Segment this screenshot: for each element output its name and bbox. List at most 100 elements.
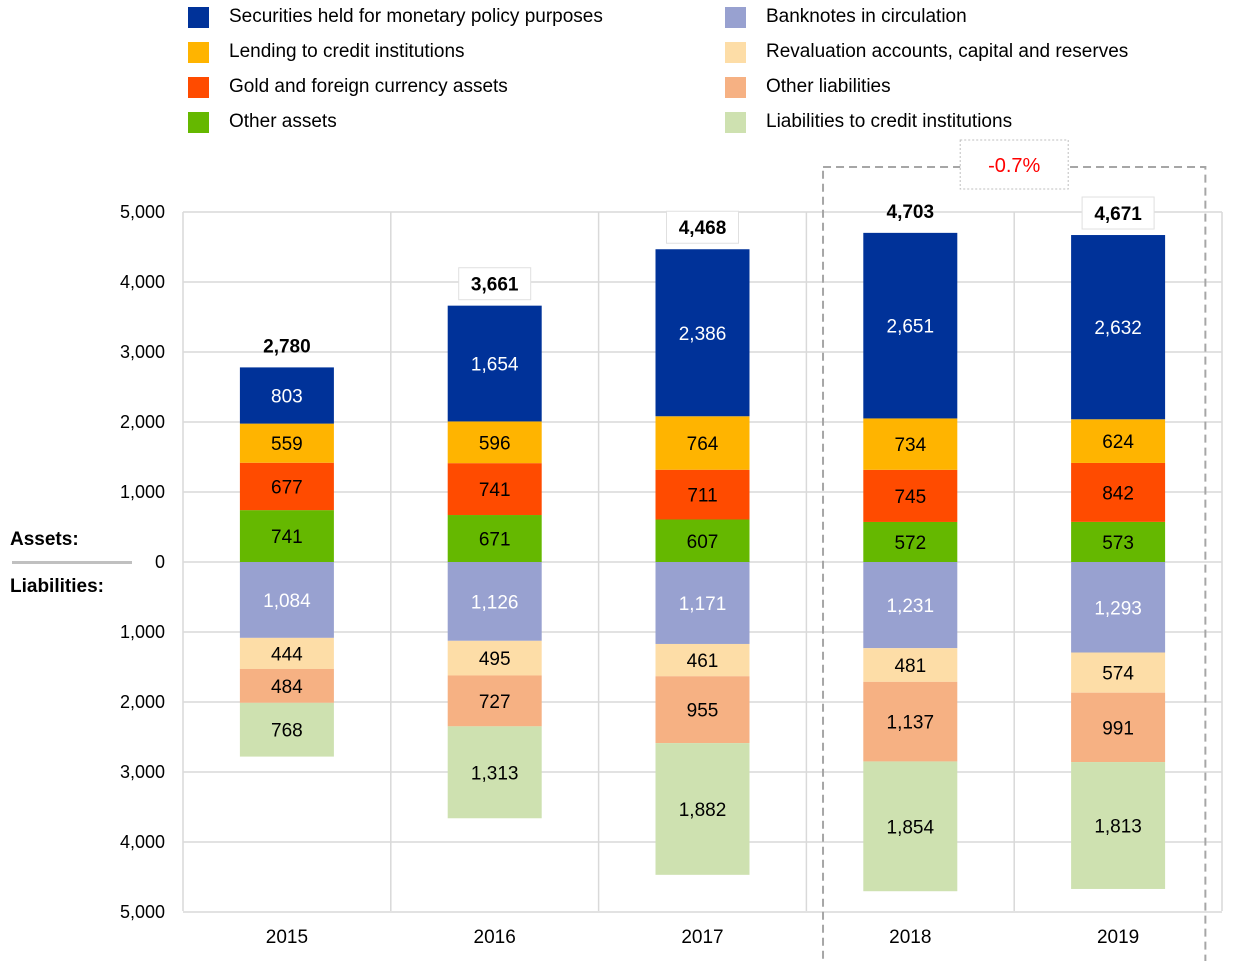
data-label: 764 <box>687 434 719 455</box>
data-label: 444 <box>271 644 303 665</box>
data-label: 624 <box>1102 432 1134 453</box>
total-label-box <box>1081 196 1155 230</box>
x-tick-label: 2019 <box>1097 927 1139 948</box>
legend-swatch <box>725 76 746 98</box>
bar-segment <box>447 515 542 562</box>
bar-segment <box>239 367 334 424</box>
data-label: 559 <box>271 434 303 455</box>
bar-segment <box>447 562 542 641</box>
data-label: 461 <box>687 651 719 672</box>
data-label: 574 <box>1102 664 1134 685</box>
legend-label: Liabilities to credit institutions <box>766 111 1013 132</box>
legend-item: Banknotes in circulation <box>725 6 967 28</box>
total-label: 2,780 <box>263 336 311 357</box>
legend-label: Banknotes in circulation <box>766 6 967 27</box>
y-tick-label: 0 <box>155 552 165 572</box>
data-label: 573 <box>1102 533 1134 554</box>
y-tick-label: 1,000 <box>120 482 165 502</box>
data-label: 1,293 <box>1094 598 1142 619</box>
bar-segment <box>863 681 958 762</box>
legend-label: Other assets <box>229 111 337 132</box>
total-label: 3,661 <box>471 275 519 296</box>
data-label: 991 <box>1102 718 1134 739</box>
bar-segment <box>447 305 542 422</box>
annotation-box <box>959 139 1069 190</box>
bar-segment <box>447 726 542 819</box>
legend-label: Revaluation accounts, capital and reserv… <box>766 41 1129 62</box>
legend-label: Other liabilities <box>766 76 891 97</box>
y-tick-label: 2,000 <box>120 692 165 712</box>
bar-segment <box>1071 521 1166 562</box>
data-label: 1,854 <box>887 817 935 838</box>
legend-swatch <box>725 6 746 28</box>
legend-swatch <box>188 111 209 133</box>
y-tick-label: 5,000 <box>120 902 165 922</box>
bar-segment <box>1071 462 1166 522</box>
bar-segment <box>239 562 334 638</box>
bar-segment <box>239 637 334 669</box>
bar-segment <box>239 510 334 562</box>
data-label: 1,084 <box>263 591 311 612</box>
bar-segment <box>447 421 542 464</box>
legend-item: Gold and foreign currency assets <box>188 76 508 98</box>
bar-segment <box>655 676 750 744</box>
data-label: 2,386 <box>679 324 727 345</box>
bar-segment <box>447 640 542 676</box>
data-label: 1,813 <box>1094 817 1142 838</box>
total-label-box <box>666 210 739 244</box>
bar-segment <box>239 423 334 463</box>
legend-item: Revaluation accounts, capital and reserv… <box>725 41 1128 63</box>
legend-item: Lending to credit institutions <box>188 41 465 63</box>
data-label: 2,632 <box>1094 318 1142 339</box>
y-tick-label: 2,000 <box>120 412 165 432</box>
legend-label: Lending to credit institutions <box>229 41 465 62</box>
bar-segment <box>655 416 750 470</box>
data-label: 1,126 <box>471 592 519 613</box>
bar-segment <box>863 232 958 419</box>
data-label: 741 <box>271 527 303 548</box>
bar-segment <box>655 519 750 562</box>
x-tick-label: 2015 <box>266 927 308 948</box>
y-tick-label: 5,000 <box>120 202 165 222</box>
data-label: 955 <box>687 701 719 722</box>
bar-segment <box>863 648 958 682</box>
legend-swatch <box>188 6 209 28</box>
y-tick-label: 3,000 <box>120 342 165 362</box>
annotation-label: -0.7% <box>988 155 1040 177</box>
bar-segment <box>863 521 958 562</box>
liabilities-label: Liabilities: <box>10 576 104 597</box>
legend-swatch <box>188 41 209 63</box>
bar-segment <box>239 702 334 757</box>
y-tick-label: 3,000 <box>120 762 165 782</box>
data-label: 768 <box>271 721 303 742</box>
data-label: 803 <box>271 387 303 408</box>
legend-item: Other assets <box>188 111 337 133</box>
assets-label: Assets: <box>10 529 79 550</box>
data-label: 677 <box>271 477 303 498</box>
bar-segment <box>1071 235 1166 420</box>
divider <box>12 561 132 564</box>
data-label: 2,651 <box>887 317 935 338</box>
bar-segment <box>447 675 542 727</box>
data-label: 484 <box>271 677 303 698</box>
bar-segment <box>655 743 750 875</box>
y-tick-label: 1,000 <box>120 622 165 642</box>
bar-segment <box>863 469 958 522</box>
data-label: 1,231 <box>887 596 935 617</box>
bar-segment <box>655 562 750 644</box>
bar-segment <box>655 643 750 677</box>
data-label: 671 <box>479 530 511 551</box>
data-label: 1,882 <box>679 800 727 821</box>
x-tick-label: 2018 <box>889 927 931 948</box>
data-label: 1,171 <box>679 594 727 615</box>
data-label: 596 <box>479 433 511 454</box>
total-label: 4,468 <box>679 218 727 239</box>
data-label: 727 <box>479 692 511 713</box>
y-tick-label: 4,000 <box>120 832 165 852</box>
x-tick-label: 2016 <box>474 927 516 948</box>
data-label: 1,654 <box>471 355 519 376</box>
legend-item: Liabilities to credit institutions <box>725 111 1012 133</box>
bar-segment <box>447 463 542 516</box>
bar-segment <box>863 761 958 892</box>
data-label: 607 <box>687 532 719 553</box>
